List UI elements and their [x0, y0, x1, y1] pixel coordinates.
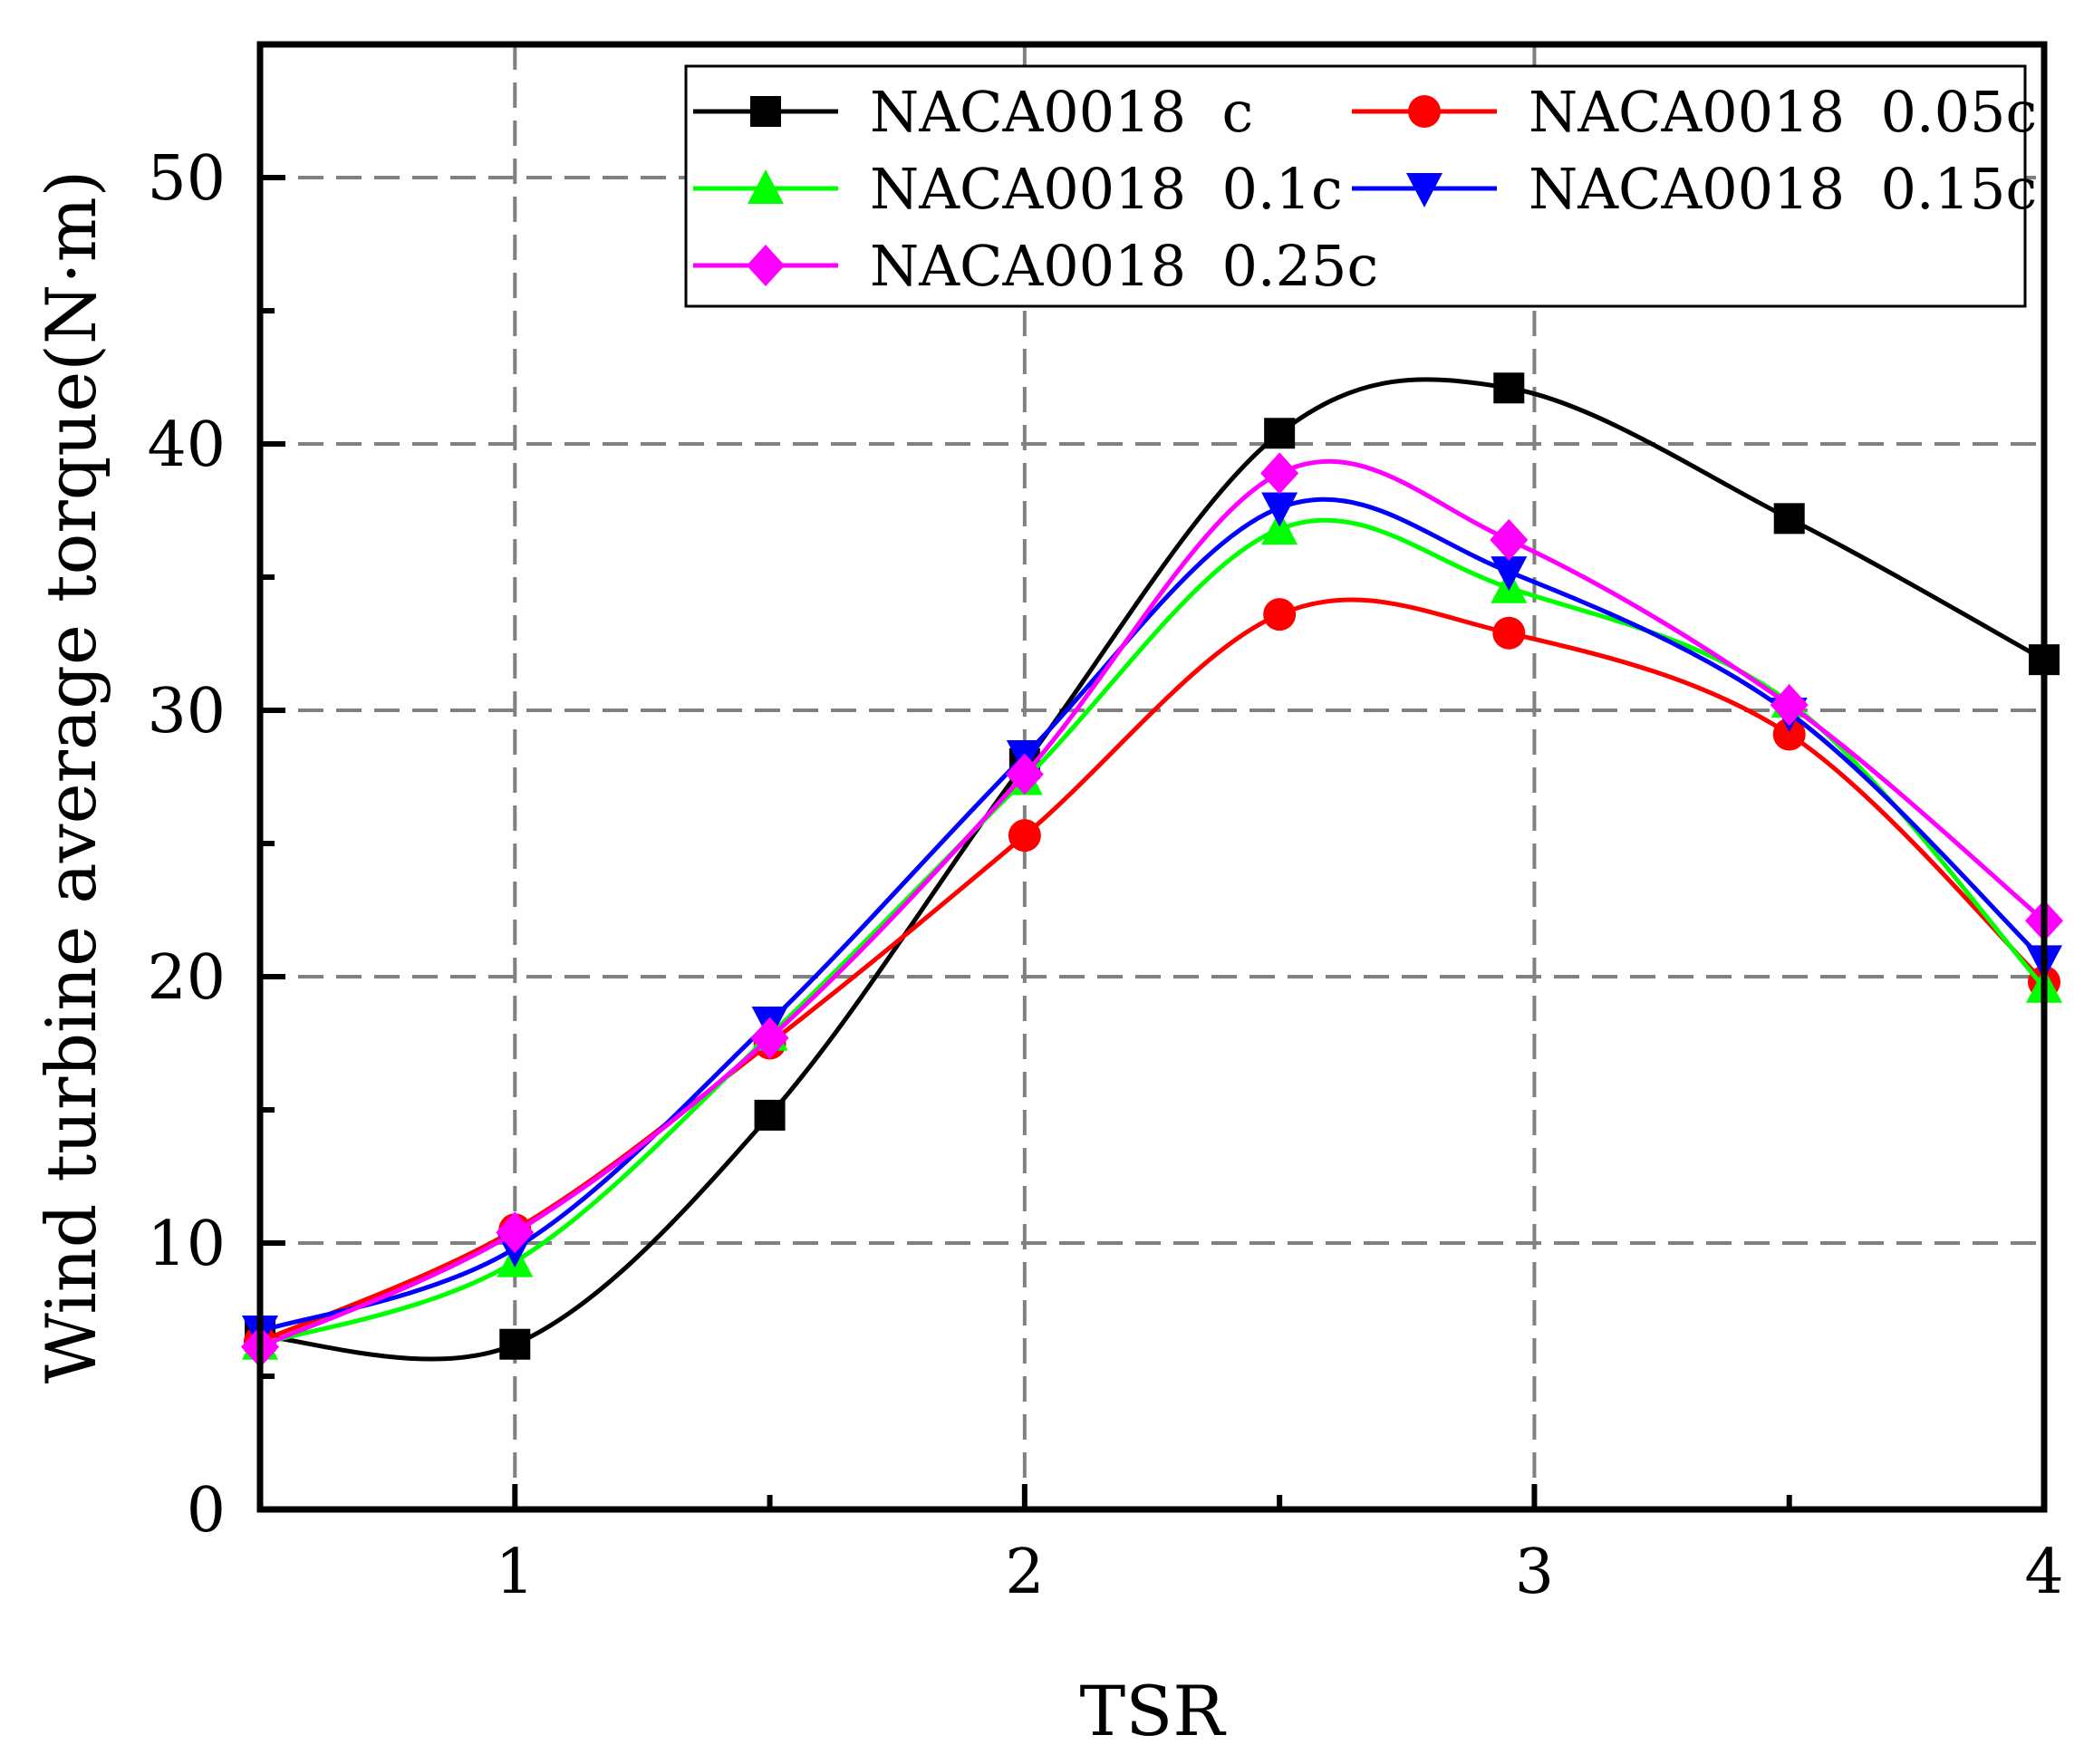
- series-line: [259, 377, 2046, 1362]
- data-point: [496, 1211, 535, 1254]
- data-point: [750, 1017, 789, 1059]
- y-axis-title: Wind turbine average torque(N·m): [31, 170, 111, 1384]
- data-point: [1772, 718, 1806, 751]
- data-point: [1770, 684, 1809, 727]
- data-point: [754, 1099, 786, 1131]
- y-tick-label: 50: [147, 143, 226, 215]
- series-line: [258, 458, 2046, 1349]
- x-tick-label: 2: [1005, 1537, 1044, 1608]
- x-tick-label: 1: [496, 1537, 535, 1608]
- data-point: [1260, 452, 1299, 495]
- data-point: [1264, 418, 1296, 449]
- data-point: [1005, 753, 1044, 795]
- data-point: [1263, 598, 1297, 631]
- legend-item-0: NACA0018 c: [693, 79, 1253, 145]
- x-tick-label: 4: [2024, 1537, 2063, 1608]
- data-point: [1773, 503, 1805, 535]
- legend-item-1: NACA0018 0.05c: [1352, 79, 2037, 145]
- x-axis-title: TSR: [1080, 1671, 1228, 1751]
- legend-label: NACA0018 0.15c: [1529, 156, 2037, 222]
- legend: NACA0018 c NACA0018 0.05c NACA0018 0.1c NAC…: [684, 64, 2037, 308]
- data-point: [499, 1328, 531, 1360]
- series-line: [259, 496, 2046, 1334]
- series-group: [241, 372, 2063, 1368]
- x-tick-label: 3: [1515, 1537, 1554, 1608]
- legend-item-4: NACA0018 0.25c: [693, 233, 1378, 299]
- plot-frame: [256, 41, 2048, 1513]
- legend-marker: [748, 169, 784, 204]
- y-tick-label: 20: [147, 942, 226, 1014]
- y-tick-label: 10: [147, 1209, 226, 1280]
- legend-label: NACA0018 0.05c: [1529, 79, 2037, 145]
- series-3: [242, 492, 2062, 1351]
- legend-label: NACA0018 c: [870, 79, 1253, 145]
- y-tick-label: 0: [187, 1475, 226, 1547]
- legend-label: NACA0018 0.1c: [870, 156, 1343, 222]
- legend-item-2: NACA0018 0.1c: [693, 156, 1343, 222]
- legend-item-3: NACA0018 0.15c: [1352, 156, 2037, 222]
- y-tick-label: 40: [147, 410, 226, 481]
- series-0: [245, 372, 2060, 1362]
- data-point: [1261, 510, 1298, 545]
- legend-marker: [747, 245, 785, 286]
- data-point: [1493, 372, 1525, 404]
- data-point: [1492, 616, 1526, 650]
- y-tick-label: 30: [147, 676, 226, 747]
- data-point: [1261, 492, 1298, 527]
- data-point: [1008, 819, 1041, 853]
- data-point: [1490, 518, 1529, 561]
- legend-marker: [1408, 95, 1441, 128]
- legend-label: NACA0018 0.25c: [870, 233, 1378, 299]
- data-point: [1491, 556, 1528, 592]
- legend-marker: [750, 96, 781, 127]
- legend-marker: [1406, 173, 1442, 207]
